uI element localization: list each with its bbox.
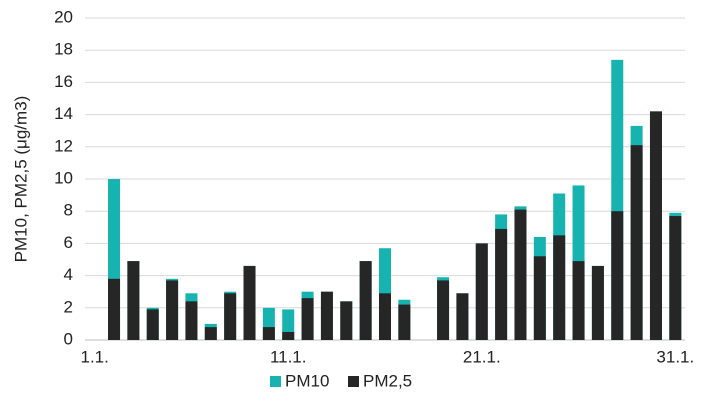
y-tick-label: 10 (54, 168, 73, 187)
bar (224, 293, 237, 340)
x-tick-label: 1.1. (80, 347, 108, 366)
bar (359, 261, 372, 340)
bar (204, 327, 217, 340)
bar (437, 280, 450, 340)
bar (127, 261, 140, 340)
x-tick-label: 31.1. (656, 347, 694, 366)
y-axis-label: PM10, PM2,5 (μg/m3) (11, 96, 30, 263)
bar (166, 280, 179, 340)
bar (533, 256, 546, 340)
bar (495, 228, 508, 340)
bar (185, 301, 198, 340)
y-tick-label: 12 (54, 136, 73, 155)
y-tick-label: 14 (54, 104, 73, 123)
y-tick-label: 6 (64, 233, 73, 252)
y-tick-label: 20 (54, 7, 73, 26)
legend-swatch (348, 376, 359, 387)
x-tick-label: 21.1. (463, 347, 501, 366)
y-tick-label: 0 (64, 329, 73, 348)
y-tick-label: 18 (54, 40, 73, 59)
bar (630, 145, 643, 340)
y-tick-label: 16 (54, 72, 73, 91)
bar (379, 293, 391, 340)
bar (301, 298, 314, 340)
y-tick-label: 8 (64, 201, 73, 220)
bar (108, 278, 121, 340)
bar (572, 261, 585, 340)
x-tick-label: 11.1. (270, 347, 307, 366)
legend-label: PM2,5 (363, 371, 412, 390)
bar (456, 293, 469, 340)
bar (611, 211, 624, 340)
bar (340, 301, 353, 340)
bar (320, 291, 333, 340)
legend-label: PM10 (285, 371, 329, 390)
bar (262, 327, 275, 340)
bar (669, 216, 682, 340)
bar (475, 243, 488, 340)
legend-swatch (270, 376, 281, 387)
bar (398, 304, 411, 340)
y-tick-label: 4 (64, 265, 73, 284)
bar (282, 331, 295, 340)
bar (514, 209, 527, 340)
bar (243, 265, 256, 340)
bar (591, 265, 604, 340)
bar (146, 309, 159, 340)
bar (649, 111, 662, 340)
y-tick-label: 2 (64, 297, 73, 316)
bar (553, 235, 566, 340)
